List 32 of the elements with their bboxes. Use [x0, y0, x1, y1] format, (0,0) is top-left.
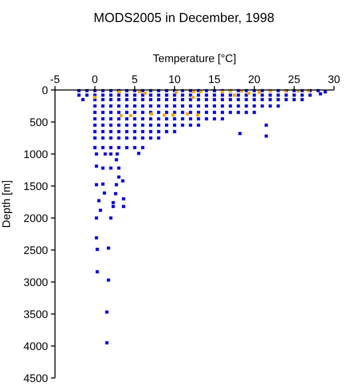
point: [196, 113, 200, 117]
x-tick-label: 0: [92, 74, 98, 86]
point: [186, 112, 189, 116]
point: [232, 94, 236, 97]
x-tick-label: 30: [328, 74, 340, 86]
x-tick-label: 15: [208, 74, 221, 86]
y-tick-label: 4000: [24, 340, 48, 353]
x-tick-label: -5: [50, 74, 60, 86]
point: [120, 114, 123, 118]
point: [191, 96, 194, 99]
y-tick-label: 1000: [24, 148, 48, 161]
y-tick-label: 1500: [24, 180, 48, 193]
y-tick-label: 3500: [24, 308, 48, 321]
y-tick-label: 0: [42, 84, 48, 97]
point: [129, 114, 132, 118]
point: [257, 90, 261, 94]
x-tick-label: 20: [248, 74, 260, 86]
y-tick-label: 2500: [24, 244, 48, 257]
y-tick-label: 4500: [24, 372, 48, 384]
point: [171, 113, 175, 117]
y-tick-label: 2000: [24, 212, 48, 225]
x-tick-label: 10: [168, 74, 181, 86]
x-axis-title: Temperature [°C]: [152, 53, 236, 65]
x-tick-label: 5: [132, 74, 138, 86]
chart-title: MODS2005 in December, 1998: [94, 10, 274, 25]
y-tick-label: 3000: [24, 276, 48, 289]
x-tick-label: 25: [288, 74, 300, 86]
y-tick-label: 500: [30, 116, 48, 129]
point: [162, 113, 166, 117]
point: [143, 92, 147, 95]
point: [247, 92, 250, 95]
y-axis-title: Depth [m]: [1, 180, 13, 228]
